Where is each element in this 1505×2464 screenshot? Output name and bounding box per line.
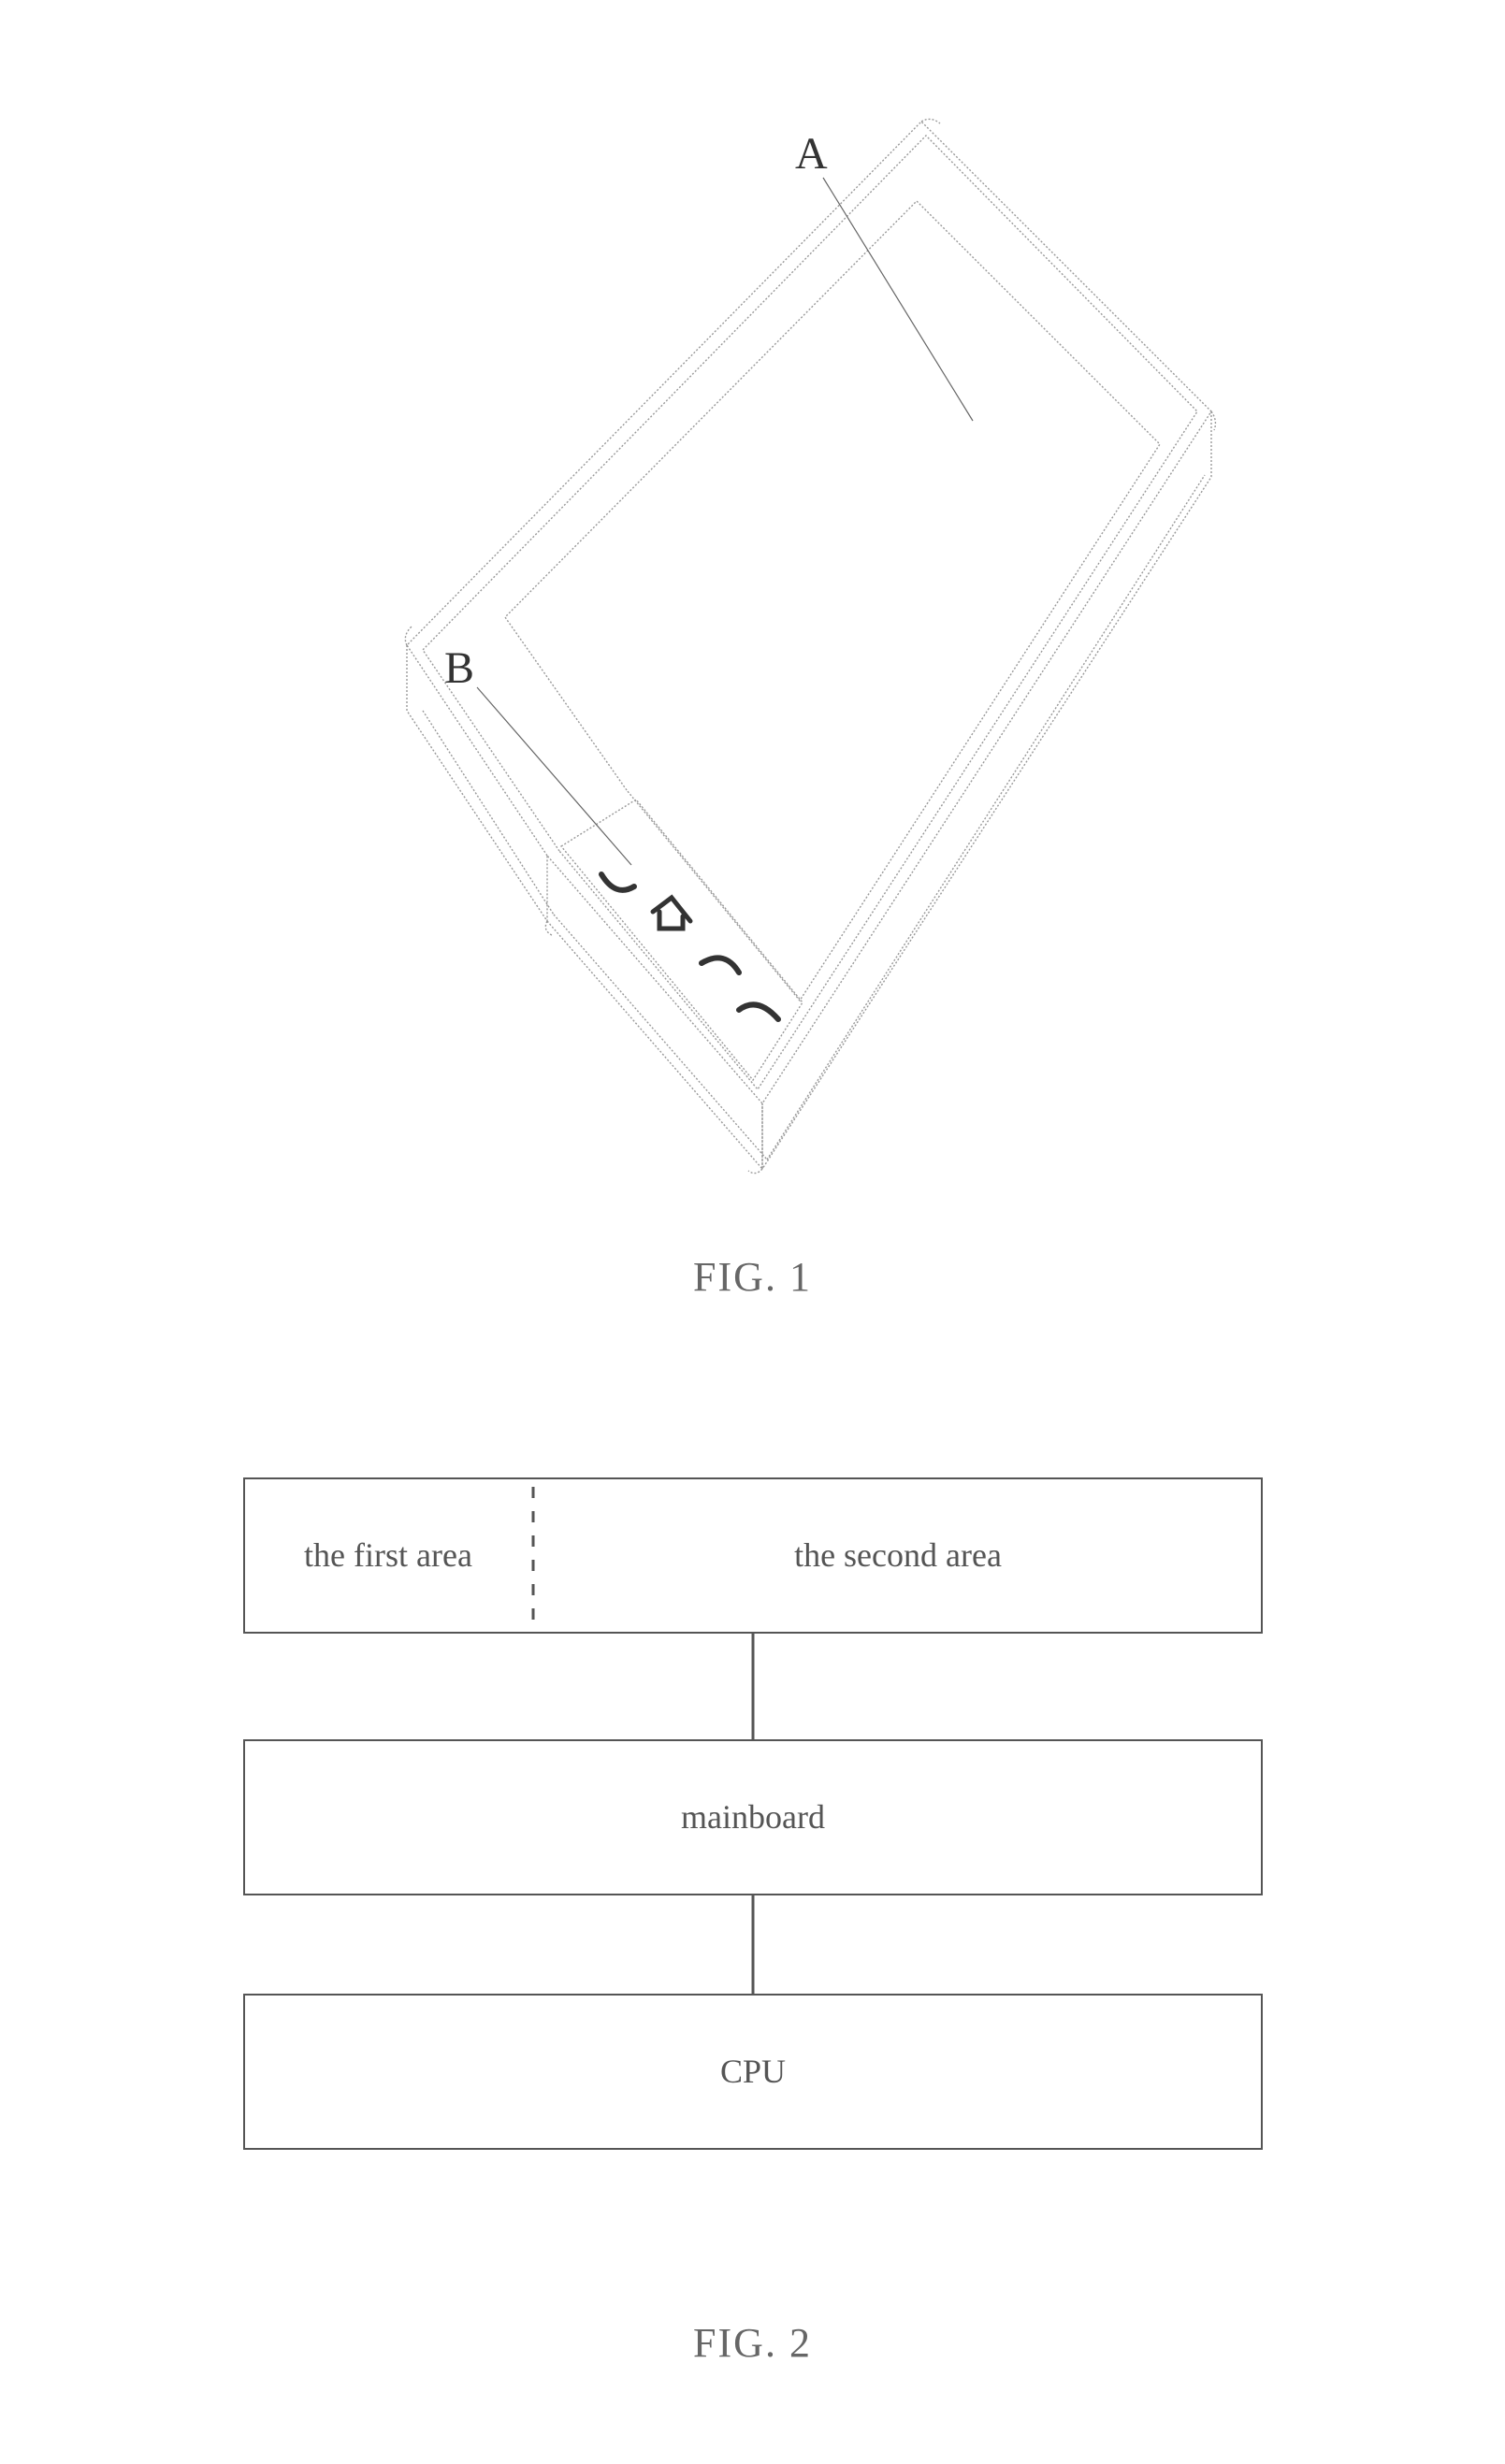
figure-2-caption: FIG. 2 bbox=[0, 2319, 1505, 2367]
second-area-label: the second area bbox=[794, 1536, 1002, 1574]
figure-2: the first area the second area mainboard… bbox=[243, 1477, 1263, 2151]
block-diagram: the first area the second area mainboard… bbox=[243, 1477, 1263, 2151]
phone-drawing: A B bbox=[262, 75, 1244, 1197]
figure-1-caption: FIG. 1 bbox=[0, 1253, 1505, 1301]
mainboard-label: mainboard bbox=[681, 1798, 825, 1836]
page: A B FIG. 1 the first area the second are… bbox=[0, 0, 1505, 2464]
figure-1: A B bbox=[262, 75, 1244, 1197]
first-area-label: the first area bbox=[304, 1536, 472, 1574]
callout-label-b: B bbox=[444, 643, 474, 693]
cpu-label: CPU bbox=[720, 2053, 786, 2090]
callout-label-a: A bbox=[795, 129, 828, 179]
